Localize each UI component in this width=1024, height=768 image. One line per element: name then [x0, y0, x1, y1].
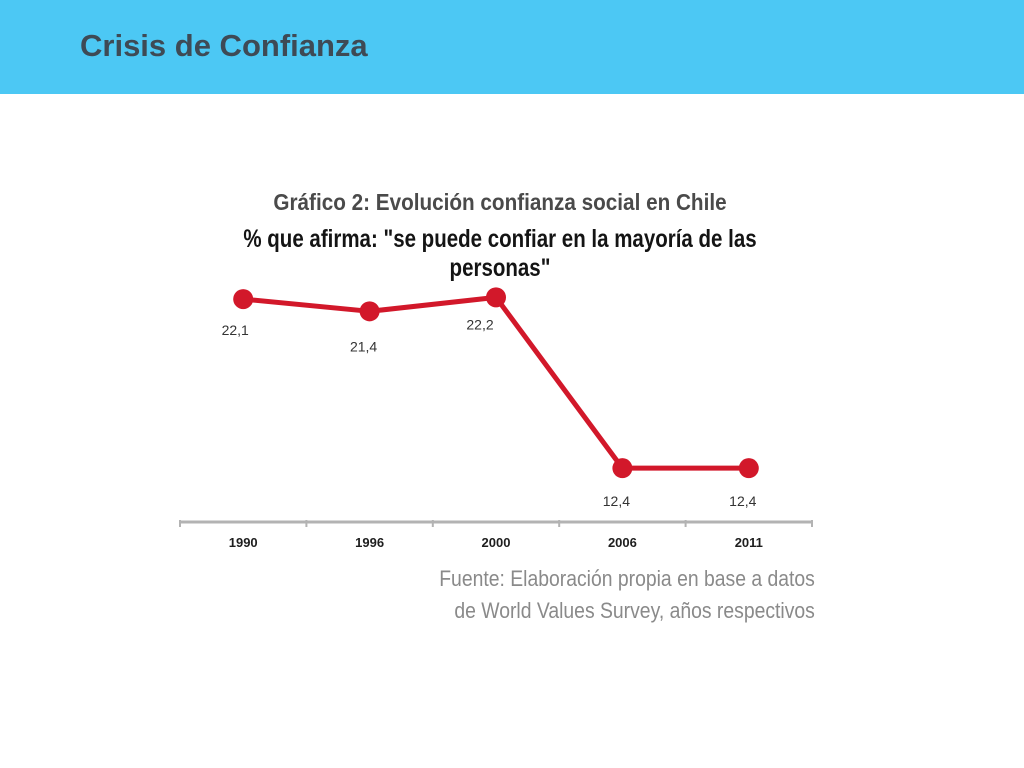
- x-tick-label: 1990: [229, 535, 258, 550]
- source-line-1: Fuente: Elaboración propia en base a dat…: [439, 566, 815, 591]
- data-label: 12,4: [603, 493, 630, 509]
- data-label: 21,4: [350, 338, 377, 354]
- data-point: [233, 289, 254, 310]
- chart-subtitle: % que afirma: "se puede confiar en la ma…: [243, 225, 757, 282]
- data-point: [738, 458, 759, 479]
- x-tick-label: 2011: [735, 535, 763, 550]
- source-note: Fuente: Elaboración propia en base a dat…: [439, 563, 815, 627]
- source-line-2: de World Values Survey, años respectivos: [454, 598, 815, 623]
- data-point: [359, 301, 380, 322]
- data-label: 22,1: [222, 322, 249, 338]
- chart-title: Gráfico 2: Evolución confianza social en…: [273, 189, 727, 215]
- data-label: 12,4: [729, 493, 756, 509]
- x-tick-label: 2006: [608, 535, 637, 550]
- slide-title: Crisis de Confianza: [80, 28, 368, 63]
- data-label: 22,2: [466, 316, 493, 332]
- data-point: [612, 458, 633, 479]
- data-point: [486, 287, 506, 308]
- header-bar: [0, 0, 1024, 94]
- series-line: [240, 294, 752, 471]
- x-tick-label: 1996: [355, 535, 384, 550]
- x-tick-label: 2000: [482, 535, 511, 550]
